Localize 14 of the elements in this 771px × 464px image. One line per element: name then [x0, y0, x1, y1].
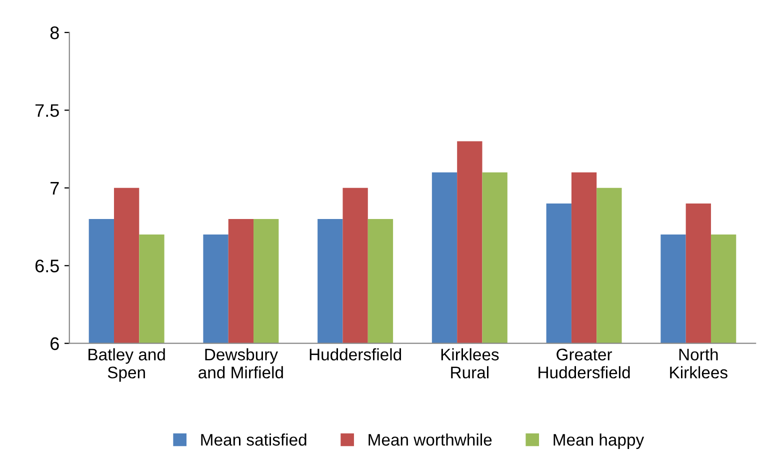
y-tick-label: 6.5 — [35, 260, 59, 272]
y-tick-label: 6 — [50, 337, 59, 350]
x-tick-label: Greater Huddersfield — [538, 348, 630, 378]
x-tick-label: Huddersfield — [310, 348, 402, 360]
x-tick-label: Kirklees Rural — [441, 348, 499, 378]
y-tick-label: 7.5 — [35, 104, 59, 117]
legend-label: Mean happy — [554, 433, 644, 449]
x-tick-label: Batley and Spen — [88, 348, 165, 382]
legend-label: Mean worthwhile — [368, 433, 492, 446]
y-tick-label: 7 — [50, 182, 59, 194]
x-tick-label: Dewsbury and Mirfield — [198, 348, 283, 378]
x-tick-label: North Kirklees — [670, 348, 728, 378]
y-tick-label: 8 — [50, 26, 59, 40]
legend-label: Mean satisfied — [201, 433, 306, 446]
